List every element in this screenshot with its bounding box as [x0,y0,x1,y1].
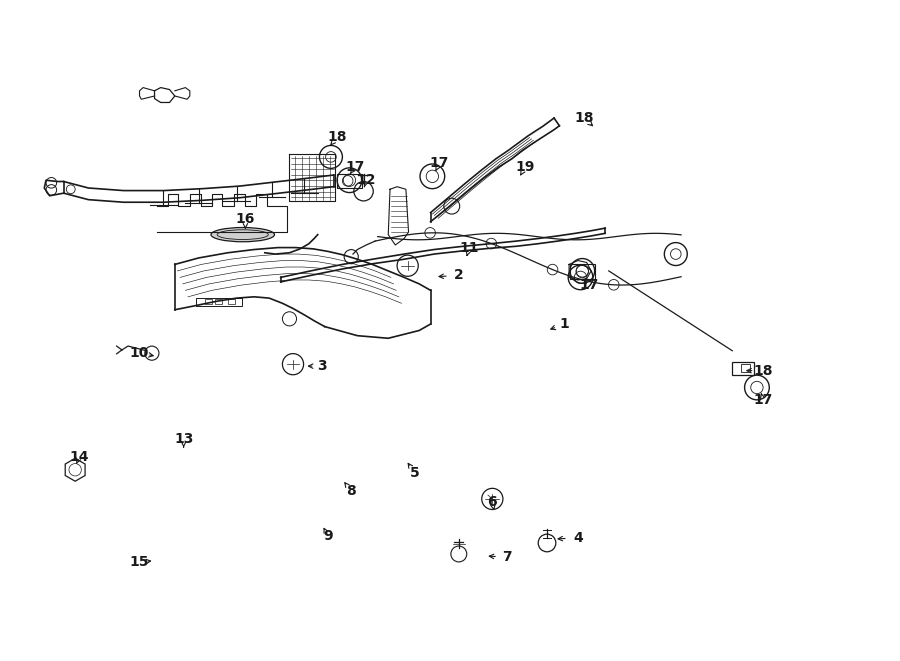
Text: 17: 17 [345,160,364,175]
Text: 4: 4 [573,531,583,545]
Text: 18: 18 [328,130,346,145]
Text: 8: 8 [346,484,356,498]
Bar [205,299,212,304]
Text: 17: 17 [753,393,773,407]
Text: 15: 15 [130,555,149,569]
Bar [215,299,222,304]
Text: 19: 19 [516,160,535,175]
Text: 11: 11 [460,241,479,254]
Text: 3: 3 [318,359,327,373]
Text: 6: 6 [488,495,497,509]
Text: 16: 16 [236,212,255,226]
Text: 9: 9 [323,529,333,543]
Text: 14: 14 [70,450,89,464]
Text: 7: 7 [502,550,512,564]
Bar [228,299,235,304]
Text: 17: 17 [580,278,599,292]
Text: 13: 13 [174,432,194,446]
Ellipse shape [211,227,274,242]
Text: 12: 12 [356,173,376,187]
Text: 5: 5 [410,466,419,480]
Text: 18: 18 [574,111,594,125]
Text: 1: 1 [560,317,570,331]
Text: 18: 18 [753,364,773,377]
Text: 2: 2 [454,268,464,282]
Text: 17: 17 [429,157,449,171]
Text: 10: 10 [130,346,149,360]
